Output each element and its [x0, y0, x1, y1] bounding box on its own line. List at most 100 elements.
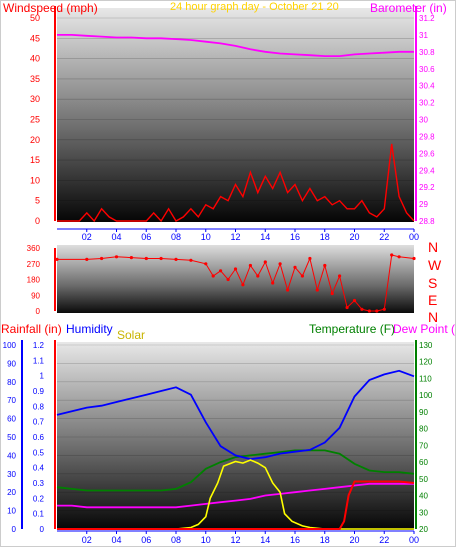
- wind-x-tick-label: 04: [111, 232, 121, 242]
- wind-x-tick-label: 06: [141, 232, 151, 242]
- direction-label-s: S: [428, 275, 437, 291]
- direction-y-tick-label: 90: [31, 291, 40, 300]
- weather-x-tick-label: 20: [349, 535, 359, 545]
- barometer-y-tick-label: 29.4: [419, 166, 435, 175]
- solar-legend-label: Solar: [117, 328, 145, 342]
- barometer-y-tick-label: 29.6: [419, 149, 435, 158]
- temperature-y-tick-label: 30: [419, 508, 428, 517]
- windspeed-y-tick-label: 5: [35, 196, 40, 206]
- wind-plot-area: [57, 8, 414, 222]
- solar-line: [57, 459, 414, 530]
- direction-label-n-top: N: [428, 239, 438, 255]
- windspeed-y-tick-label: 25: [30, 115, 40, 125]
- rainfall-y-tick-label: 0.9: [33, 387, 45, 396]
- barometer-y-tick-label: 30: [419, 116, 428, 125]
- windspeed-y-tick-label: 15: [30, 155, 40, 165]
- windspeed-y-tick-label: 10: [30, 175, 40, 185]
- wind-x-tick-label: 18: [320, 232, 330, 242]
- direction-label-e: E: [428, 292, 437, 308]
- wind-direction-trace: [57, 254, 415, 312]
- weather-x-tick-label: 08: [171, 535, 181, 545]
- windspeed-y-tick-label: 30: [30, 94, 40, 104]
- temperature-y-tick-label: 120: [419, 358, 433, 367]
- rainfall-y-tick-label: 1: [40, 372, 45, 381]
- windspeed-y-tick-label: 35: [30, 74, 40, 84]
- wind-x-tick-label: 00: [409, 232, 419, 242]
- weather-plot-area: [57, 342, 414, 530]
- barometer-y-tick-label: 30.4: [419, 82, 435, 91]
- humidity-y-tick-label: 80: [7, 378, 16, 387]
- temperature-axis-title: Temperature (F): [309, 322, 395, 336]
- weather-x-tick-label: 18: [320, 535, 330, 545]
- temperature-y-tick-label: 50: [419, 475, 428, 484]
- weather-x-tick-label: 14: [260, 535, 270, 545]
- rainfall-y-tick-label: 1.1: [33, 356, 45, 365]
- barometer-y-tick-label: 31: [419, 31, 428, 40]
- rainfall-y-tick-label: 1.2: [33, 341, 45, 350]
- weather-x-tick-label: 22: [379, 535, 389, 545]
- direction-y-tick-label: 180: [27, 276, 41, 285]
- rainfall-axis-title: Rainfall (in): [1, 322, 62, 336]
- temperature-y-tick-label: 60: [419, 458, 428, 467]
- temperature-y-tick-label: 70: [419, 441, 428, 450]
- weather-x-tick-label: 12: [230, 535, 240, 545]
- barometer-y-tick-label: 29: [419, 200, 428, 209]
- rainfall-y-tick-label: 0.1: [33, 510, 45, 519]
- windspeed-y-tick-label: 20: [30, 135, 40, 145]
- windspeed-y-tick-label: 0: [35, 216, 40, 226]
- dewpoint-axis-title: Dew Point (: [393, 322, 455, 336]
- humidity-y-tick-label: 100: [3, 341, 17, 350]
- barometer-y-tick-label: 29.2: [419, 183, 435, 192]
- rainfall-y-tick-label: 0.4: [33, 464, 45, 473]
- rainfall-y-tick-label: 0.5: [33, 448, 45, 457]
- direction-y-tick-label: 360: [27, 244, 41, 253]
- temperature-y-tick-label: 20: [419, 525, 428, 534]
- rainfall-y-tick-label: 0.8: [33, 402, 45, 411]
- direction-y-tick-label: 270: [27, 260, 41, 269]
- barometer-axis-title: Barometer (in): [370, 1, 447, 15]
- temperature-y-tick-label: 40: [419, 492, 428, 501]
- weather-x-tick-label: 02: [82, 535, 92, 545]
- barometer-y-tick-label: 30.8: [419, 48, 435, 57]
- rainfall-y-tick-label: 0.6: [33, 433, 45, 442]
- wind-x-tick-label: 14: [260, 232, 270, 242]
- temperature-y-tick-label: 90: [419, 408, 428, 417]
- wind-x-tick-label: 22: [379, 232, 389, 242]
- humidity-y-tick-label: 90: [7, 359, 16, 368]
- wind-x-tick-label: 12: [230, 232, 240, 242]
- direction-label-n-bottom: N: [428, 309, 438, 325]
- temperature-y-tick-label: 100: [419, 391, 433, 400]
- humidity-line: [56, 369, 415, 461]
- wind-x-tick-label: 02: [82, 232, 92, 242]
- dewpoint-line: [57, 482, 414, 509]
- direction-label-w: W: [428, 257, 442, 273]
- humidity-y-tick-label: 50: [7, 433, 16, 442]
- barometer-y-tick-label: 31.2: [419, 14, 435, 23]
- rainfall-y-tick-label: 0.3: [33, 479, 45, 488]
- direction-y-tick-label: 0: [36, 307, 41, 316]
- humidity-y-tick-label: 60: [7, 415, 16, 424]
- barometer-y-tick-label: 30.2: [419, 99, 435, 108]
- temperature-y-tick-label: 110: [419, 374, 432, 383]
- rainfall-y-tick-label: 0.7: [33, 418, 45, 427]
- humidity-y-tick-label: 20: [7, 488, 16, 497]
- rainfall-line: [57, 480, 415, 530]
- humidity-axis-title: Humidity: [66, 322, 113, 336]
- rainfall-y-tick-label: 0.2: [33, 494, 45, 503]
- windspeed-axis-title: Windspeed (mph): [3, 1, 98, 15]
- wind-x-tick-label: 10: [201, 232, 211, 242]
- windspeed-line: [57, 143, 415, 223]
- humidity-y-tick-label: 30: [7, 470, 16, 479]
- wind-x-tick-label: 16: [290, 232, 300, 242]
- weather-x-tick-label: 10: [201, 535, 211, 545]
- chart-title: 24 hour graph day - October 21 20: [170, 1, 339, 13]
- weather-x-tick-label: 16: [290, 535, 300, 545]
- barometer-y-tick-label: 28.8: [419, 217, 435, 226]
- direction-plot-area: [57, 245, 414, 313]
- humidity-y-tick-label: 70: [7, 396, 16, 405]
- rainfall-y-tick-label: 0: [40, 525, 45, 534]
- windspeed-y-tick-label: 40: [30, 54, 40, 64]
- temperature-y-tick-label: 130: [419, 341, 433, 350]
